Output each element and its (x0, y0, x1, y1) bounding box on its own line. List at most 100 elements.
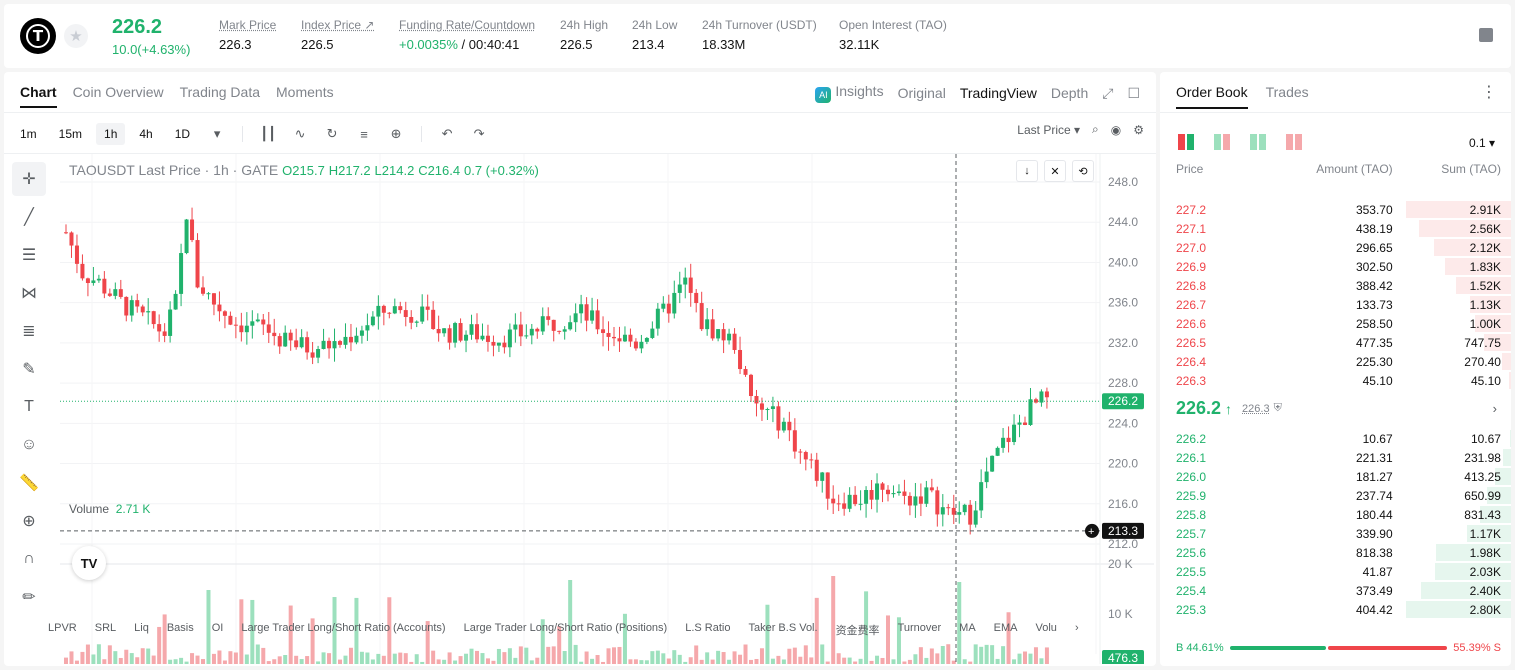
pencil-icon[interactable]: ✏ (22, 589, 36, 606)
undo-icon[interactable]: ↶ (441, 126, 453, 141)
brush-icon[interactable]: ✎ (22, 361, 36, 378)
candle-body (968, 504, 973, 525)
timeframe-15m[interactable]: 15m (58, 127, 83, 141)
ask-row[interactable]: 226.7 133.73 1.13K (1160, 295, 1511, 314)
add-alert-icon[interactable]: ⊕ (390, 126, 402, 141)
insights-button[interactable]: AI Insights (815, 83, 884, 103)
arrow-down-icon[interactable]: ↓ (1016, 160, 1038, 182)
candle-body (990, 455, 995, 472)
emoji-icon[interactable]: ☺ (20, 436, 38, 453)
redo-icon[interactable]: ↷ (473, 126, 485, 141)
tab-trades[interactable]: Trades (1265, 84, 1309, 100)
tab-chart[interactable]: Chart (20, 84, 57, 108)
indicator-item[interactable]: Large Trader Long/Short Ratio (Accounts) (241, 622, 446, 634)
zoom-in-icon[interactable]: ⊕ (22, 513, 36, 530)
candles-icon[interactable]: ┃┃ (260, 126, 276, 141)
templates-icon[interactable]: ≡ (360, 126, 368, 142)
bid-row[interactable]: 225.9 237.74 650.99 (1160, 486, 1511, 505)
bid-row[interactable]: 226.1 221.31 231.98 (1160, 448, 1511, 467)
indicator-item[interactable]: Turnover (897, 622, 942, 634)
mode-asks-icon[interactable] (1286, 134, 1302, 150)
indicator-item[interactable]: MA (959, 622, 976, 634)
indicator-item[interactable]: SRL (94, 622, 117, 634)
indicator-item[interactable]: Liq (134, 622, 149, 634)
settings-gear-icon[interactable]: ⚙ (1133, 122, 1144, 137)
timeframe-4h[interactable]: 4h (139, 127, 153, 141)
price-type-select[interactable]: Last Price ▾ (1017, 122, 1081, 137)
ask-row[interactable]: 226.5 477.35 747.75 (1160, 333, 1511, 352)
magnet-icon[interactable]: ∩ (23, 550, 35, 567)
indicator-item[interactable]: 资金费率 (835, 625, 880, 637)
crosshair-icon[interactable]: ✛ (12, 162, 46, 196)
more-options-icon[interactable]: ⋮ (1481, 84, 1497, 101)
chevron-right-icon[interactable]: › (1074, 622, 1079, 634)
timeframe-1m[interactable]: 1m (20, 127, 37, 141)
indicator-item[interactable]: Basis (166, 622, 194, 634)
bid-row[interactable]: 225.8 180.44 831.43 (1160, 505, 1511, 524)
mode-mixed-icon[interactable] (1214, 134, 1230, 150)
expand-icon[interactable]: ⤢ (1102, 84, 1114, 101)
timeframe-1d[interactable]: 1D (174, 127, 191, 141)
candlestick-chart[interactable]: 248.0 244.0 240.0 236.0 232.0 228.0 224.0 220.0… (60, 154, 1154, 664)
volume-bar (217, 650, 222, 664)
camera-icon[interactable]: ◉ (1110, 122, 1122, 137)
collapse-icon[interactable]: ✕ (1044, 160, 1066, 182)
candle-body (765, 409, 770, 411)
bid-row[interactable]: 225.7 339.90 1.17K (1160, 524, 1511, 543)
y-tick-label: 244.0 (1108, 215, 1138, 229)
ask-row[interactable]: 227.0 296.65 2.12K (1160, 238, 1511, 257)
tab-trading-data[interactable]: Trading Data (179, 84, 261, 100)
book-icon[interactable] (1479, 28, 1493, 42)
trend-line-icon[interactable]: ╱ (24, 209, 34, 226)
mode-both-icon[interactable] (1178, 134, 1194, 150)
original-view-button[interactable]: Original (897, 85, 946, 101)
indicators-icon[interactable]: ∿ (294, 126, 306, 141)
pattern-icon[interactable]: ⋈ (21, 285, 37, 302)
ask-row[interactable]: 226.3 45.10 45.10 (1160, 371, 1511, 390)
ask-row[interactable]: 226.4 225.30 270.40 (1160, 352, 1511, 371)
bid-row[interactable]: 226.2 10.67 10.67 (1160, 429, 1511, 448)
indicator-item[interactable]: Taker B.S Vol. (748, 622, 818, 634)
depth-view-button[interactable]: Depth (1050, 85, 1089, 101)
tab-moments[interactable]: Moments (276, 84, 334, 100)
refresh-icon[interactable]: ⟲ (1072, 160, 1094, 182)
bid-row[interactable]: 226.0 181.27 413.25 (1160, 467, 1511, 486)
ask-row[interactable]: 226.9 302.50 1.83K (1160, 257, 1511, 276)
chevron-down-icon[interactable]: ▾ (213, 126, 221, 141)
index-price-stat[interactable]: Index Price ↗ 226.5 (301, 18, 375, 52)
mode-bids-icon[interactable] (1250, 134, 1266, 150)
ask-row[interactable]: 227.1 438.19 2.56K (1160, 219, 1511, 238)
horizontal-lines-icon[interactable]: ☰ (21, 247, 37, 264)
text-tool-icon[interactable]: T (24, 398, 34, 415)
indicator-item[interactable]: OI (211, 622, 224, 634)
favorite-star-icon[interactable]: ★ (64, 24, 88, 48)
ask-row[interactable]: 226.6 258.50 1.00K (1160, 314, 1511, 333)
depth-bar (1483, 334, 1511, 351)
timeframe-1h[interactable]: 1h (96, 123, 126, 145)
indicator-item[interactable]: EMA (993, 622, 1018, 634)
amount-cell: 373.49 (1355, 583, 1393, 598)
tab-order-book[interactable]: Order Book (1176, 84, 1248, 109)
tradingview-logo-icon[interactable]: TV (72, 546, 106, 580)
ask-row[interactable]: 227.2 353.70 2.91K (1160, 200, 1511, 219)
indicator-item[interactable]: Large Trader Long/Short Ratio (Positions… (463, 622, 668, 634)
search-icon[interactable]: ⌕ (1092, 122, 1099, 136)
replay-icon[interactable]: ↻ (326, 126, 338, 141)
bid-row[interactable]: 225.5 41.87 2.03K (1160, 562, 1511, 581)
candle-body (381, 305, 386, 313)
indicator-item[interactable]: L.S Ratio (685, 622, 731, 634)
bid-row[interactable]: 225.3 404.42 2.80K (1160, 600, 1511, 619)
fib-icon[interactable]: ≣ (22, 323, 36, 340)
chevron-right-icon[interactable]: › (1492, 401, 1497, 416)
precision-select[interactable]: 0.1 ▾ (1468, 136, 1495, 150)
bid-row[interactable]: 225.6 818.38 1.98K (1160, 543, 1511, 562)
ruler-icon[interactable]: 📏 (19, 475, 39, 492)
indicator-item[interactable]: LPVR (48, 622, 77, 634)
bid-row[interactable]: 225.4 373.49 2.40K (1160, 581, 1511, 600)
window-icon[interactable]: ☐ (1127, 84, 1140, 101)
tab-coin-overview[interactable]: Coin Overview (72, 84, 164, 100)
tradingview-view-button[interactable]: TradingView (959, 85, 1037, 101)
candle-body (776, 406, 781, 431)
indicator-item[interactable]: Volu (1035, 622, 1057, 634)
ask-row[interactable]: 226.8 388.42 1.52K (1160, 276, 1511, 295)
